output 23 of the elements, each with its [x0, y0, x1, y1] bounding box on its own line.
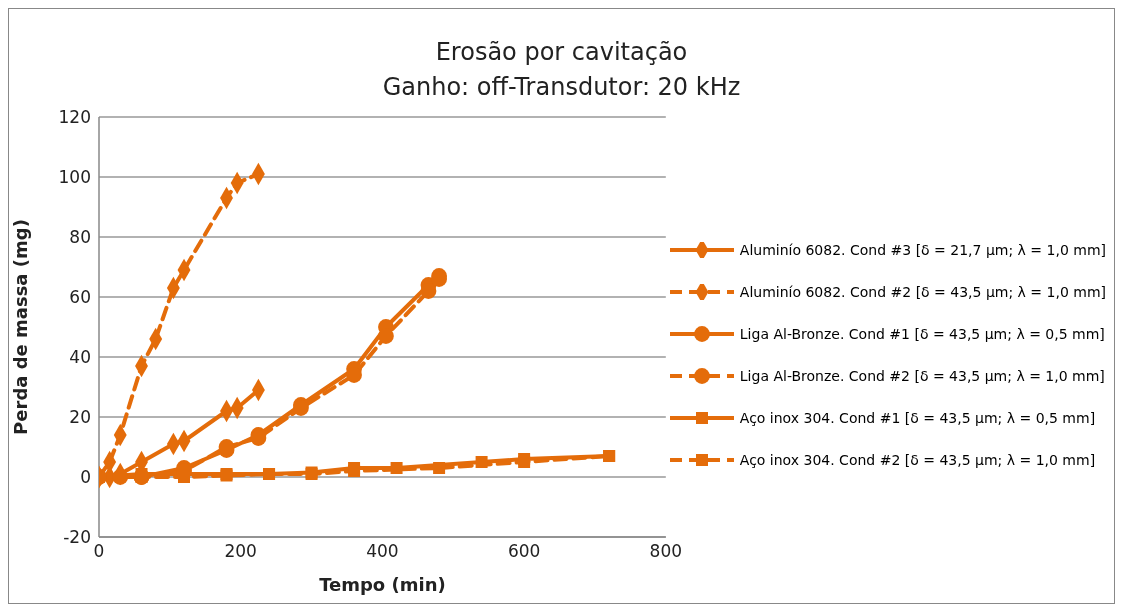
- y-tick-label: 120: [58, 107, 91, 128]
- chart-title: Erosão por cavitação: [434, 37, 689, 68]
- legend-label: Aço inox 304. Cond #1 [δ = 43,5 µm; λ = 0,5 mm]: [739, 410, 1096, 426]
- legend-label: Liga Al-Bronze. Cond #1 [δ = 43,5 µm; λ = 0,5 mm]: [739, 326, 1105, 342]
- y-tick-label: 0: [80, 467, 91, 488]
- y-tick-label: 40: [69, 347, 91, 368]
- x-tick-label: 0: [93, 541, 105, 562]
- legend-label: Liga Al-Bronze. Cond #2 [δ = 43,5 µm; λ = 1,0 mm]: [739, 368, 1105, 384]
- y-tick-label: 80: [69, 227, 91, 248]
- y-tick-label: -20: [63, 527, 91, 548]
- y-tick-label: 20: [69, 407, 91, 428]
- legend-label: Aço inox 304. Cond #2 [δ = 43,5 µm; λ = 1,0 mm]: [739, 452, 1096, 468]
- x-tick-label: 200: [224, 541, 257, 562]
- legend-label: Aluminío 6082. Cond #3 [δ = 21,7 µm; λ = 1,0 mm]: [739, 242, 1106, 258]
- y-axis-title: Perda de massa (mg): [10, 219, 32, 435]
- x-tick-label: 600: [507, 541, 541, 562]
- y-tick-label: 60: [69, 287, 91, 308]
- chart-subtitle: Ganho: off-Transdutor: 20 kHz: [381, 72, 742, 103]
- x-tick-label: 800: [649, 541, 683, 562]
- x-axis-title: Tempo (min): [319, 574, 446, 595]
- y-tick-label: 100: [58, 167, 91, 188]
- legend-label: Aluminío 6082. Cond #2 [δ = 43,5 µm; λ = 1,0 mm]: [739, 284, 1106, 300]
- x-tick-label: 400: [366, 541, 399, 562]
